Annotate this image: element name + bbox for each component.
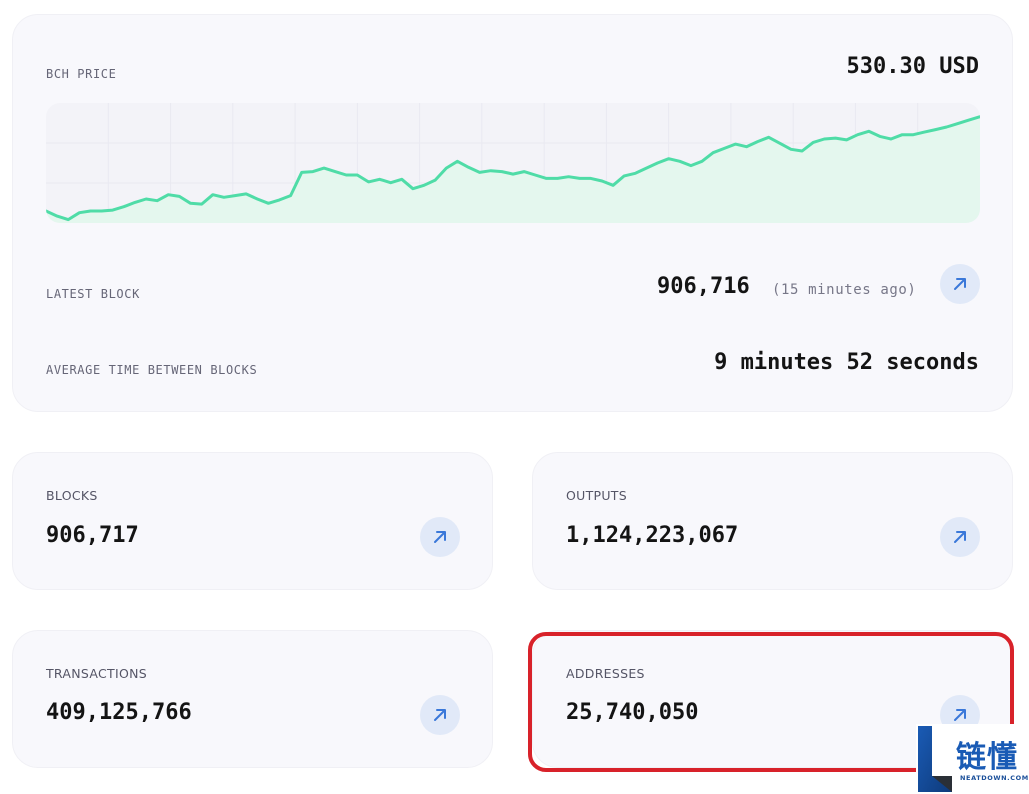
chart-area [46, 116, 980, 223]
arrow-up-right-icon [434, 709, 446, 721]
blocks-value: 906,717 [46, 523, 139, 548]
outputs-label: OUTPUTS [566, 488, 627, 503]
addresses-label: ADDRESSES [566, 666, 645, 681]
blocks-card[interactable] [12, 452, 493, 590]
transactions-card[interactable] [12, 630, 493, 768]
watermark-text: 链懂 [956, 740, 1018, 775]
outputs-card[interactable] [532, 452, 1013, 590]
watermark-sub: NEATDOWN.COM [960, 774, 1029, 782]
price-label: BCH PRICE [46, 67, 117, 81]
blocks-label: BLOCKS [46, 488, 98, 503]
blocks-link-button[interactable] [420, 517, 460, 557]
arrow-up-right-icon [434, 531, 446, 543]
latest-block-link-button[interactable] [940, 264, 980, 304]
chart-line [46, 115, 980, 222]
transactions-value: 409,125,766 [46, 700, 192, 725]
price-value: 530.30 USD [846, 54, 979, 79]
neatdown-logo-icon [918, 726, 952, 792]
outputs-value: 1,124,223,067 [566, 523, 739, 548]
arrow-up-right-icon [954, 531, 966, 543]
outputs-link-button[interactable] [940, 517, 980, 557]
highlight-box [528, 632, 1014, 772]
addresses-value: 25,740,050 [566, 700, 699, 725]
avg-time-label: AVERAGE TIME BETWEEN BLOCKS [46, 363, 258, 377]
transactions-label: TRANSACTIONS [46, 666, 147, 681]
arrow-up-right-icon [954, 709, 966, 721]
price-chart [46, 103, 980, 223]
latest-block-value[interactable]: 906,716 [657, 274, 750, 299]
watermark: 链懂 NEATDOWN.COM [916, 724, 1029, 794]
avg-time-value: 9 minutes 52 seconds [714, 350, 979, 375]
latest-block-ago: (15 minutes ago) [772, 282, 917, 298]
transactions-link-button[interactable] [420, 695, 460, 735]
latest-block-label: LATEST BLOCK [46, 287, 140, 301]
arrow-up-right-icon [954, 278, 966, 290]
